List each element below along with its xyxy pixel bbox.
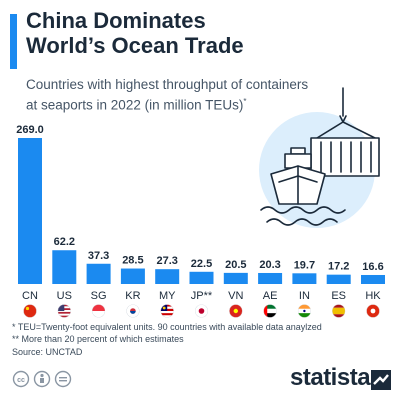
crane-rope-right <box>342 121 376 139</box>
value-label: 20.3 <box>259 259 280 271</box>
value-label: 17.2 <box>328 261 349 273</box>
category-label: AE <box>263 290 278 302</box>
category-label: JP** <box>191 290 213 302</box>
source-note: Source: UNCTAD <box>12 347 83 357</box>
category-label: SG <box>91 290 107 302</box>
value-label: 16.6 <box>362 261 383 273</box>
statista-logo-icon <box>371 370 391 390</box>
category-label: CN <box>22 290 38 302</box>
value-label: 22.5 <box>191 258 212 270</box>
attribution-icon <box>33 370 51 388</box>
spain-flag-icon <box>332 304 346 318</box>
svg-text:cc: cc <box>17 377 25 384</box>
bar-es <box>326 274 351 284</box>
value-label: 27.3 <box>156 255 177 267</box>
value-label: 28.5 <box>122 255 143 267</box>
bar-my <box>155 269 180 284</box>
value-label: 37.3 <box>88 250 109 262</box>
category-label: IN <box>299 290 310 302</box>
cc-license-icon <box>12 370 30 388</box>
category-label: KR <box>125 290 140 302</box>
license-icons[interactable]: cc <box>12 370 76 388</box>
chart-subtitle-line1: Countries with highest throughput of con… <box>26 77 309 92</box>
usa-flag-icon <box>57 304 71 318</box>
category-label: VN <box>228 290 243 302</box>
shipping-container <box>310 137 380 177</box>
category-label: MY <box>159 290 176 302</box>
chart-title: China Dominates World’s Ocean Trade <box>26 8 326 58</box>
category-label: US <box>57 290 72 302</box>
chart-subtitle-line2: at seaports in 2022 (in million TEUs) <box>26 97 244 113</box>
footnote-teu: * TEU=Twenty-foot equivalent units. 90 c… <box>12 322 322 332</box>
category-label: HK <box>365 290 381 302</box>
malaysia-flag-icon <box>160 304 174 318</box>
value-label: 269.0 <box>16 124 44 136</box>
hong-kong-flag-icon <box>366 304 380 318</box>
wave-2 <box>266 218 338 226</box>
bar-sg <box>86 263 111 284</box>
chart-subtitle: Countries with highest throughput of con… <box>26 76 346 114</box>
bar-cn <box>18 138 42 284</box>
category-label: ES <box>331 290 346 302</box>
bar-us <box>52 250 77 284</box>
bar-ae <box>258 272 283 284</box>
bar-in <box>292 273 317 284</box>
uae-flag-icon <box>263 304 277 318</box>
singapore-flag-icon <box>92 304 106 318</box>
china-flag-icon <box>23 304 37 318</box>
statista-logo[interactable]: statista <box>290 364 371 391</box>
bar-hk <box>361 274 385 284</box>
bar-vn <box>223 272 248 284</box>
value-label: 19.7 <box>294 259 315 271</box>
subtitle-footnote-mark: * <box>243 97 247 106</box>
container-ship-illustration <box>259 87 380 228</box>
crane-rope-left <box>316 121 344 139</box>
india-flag-icon <box>297 304 311 318</box>
bar-jp <box>189 271 214 284</box>
value-label: 20.5 <box>225 259 246 271</box>
value-label: 62.2 <box>54 236 75 248</box>
vietnam-flag-icon <box>229 304 243 318</box>
title-accent-bar <box>10 14 17 69</box>
chart-title-line2: World’s Ocean Trade <box>26 33 244 58</box>
japan-flag-icon <box>195 304 208 318</box>
south-korea-flag-icon <box>126 304 140 318</box>
chart-title-line1: China Dominates <box>26 8 206 33</box>
wave-1 <box>260 206 346 214</box>
footnote-estimates: ** More than 20 percent of which estimat… <box>12 334 184 344</box>
bar-kr <box>120 268 145 284</box>
no-derivatives-icon <box>54 370 72 388</box>
